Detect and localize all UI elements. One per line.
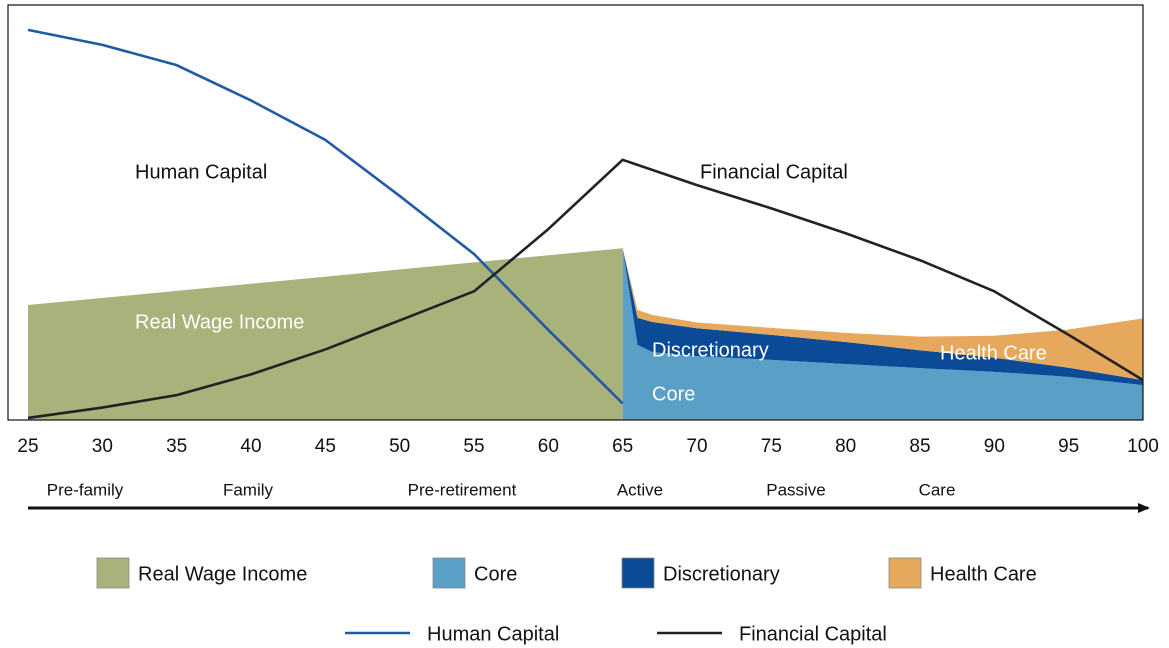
area	[622, 248, 1143, 381]
annotation: Core	[652, 383, 695, 405]
annotation: Financial Capital	[700, 161, 848, 183]
legend-label: Discretionary	[663, 563, 780, 585]
plot-frame	[7, 4, 1144, 421]
legend-label: Real Wage Income	[138, 563, 307, 585]
x-tick-label: 90	[984, 436, 1005, 457]
stage-label: Care	[919, 480, 956, 499]
areas	[28, 248, 1143, 420]
line	[27, 28, 624, 405]
x-tick-label: 50	[389, 436, 410, 457]
line	[27, 158, 1144, 420]
x-tick-label: 30	[92, 436, 113, 457]
x-tick-label: 60	[538, 436, 559, 457]
legend-label: Human Capital	[427, 623, 559, 645]
x-tick-label: 100	[1127, 436, 1159, 457]
x-tick-label: 55	[463, 436, 484, 457]
x-tick-label: 45	[315, 436, 336, 457]
x-tick-label: 35	[166, 436, 187, 457]
legend-swatch	[432, 557, 466, 589]
area	[28, 248, 623, 420]
stage-label: Active	[617, 480, 663, 499]
legend-label: Core	[474, 563, 517, 585]
annotation: Human Capital	[135, 161, 267, 183]
x-tick-label: 80	[835, 436, 856, 457]
x-tick-label: 70	[686, 436, 707, 457]
legend-swatch	[888, 557, 922, 589]
area	[622, 248, 1143, 420]
legend-swatch	[96, 557, 130, 589]
x-tick-label: 75	[761, 436, 782, 457]
x-tick-label: 65	[612, 436, 633, 457]
legend-swatch	[621, 557, 655, 589]
legend-label: Health Care	[930, 563, 1037, 585]
annotation: Real Wage Income	[135, 311, 304, 333]
stage-label: Passive	[766, 480, 826, 499]
lines	[27, 28, 1144, 420]
labels: 25 30 35 40 45 50 55 60 65 70 75 80 85 90 95 100 Human C…	[17, 161, 1158, 645]
x-tick-label: 85	[909, 436, 930, 457]
x-tick-label: 40	[240, 436, 261, 457]
stage-label: Family	[223, 480, 274, 499]
area	[622, 248, 1143, 386]
stage-label: Pre-family	[47, 480, 124, 499]
annotation: Discretionary	[652, 339, 769, 361]
x-tick-label: 95	[1058, 436, 1079, 457]
stage-label: Pre-retirement	[408, 480, 517, 499]
x-tick-label: 25	[17, 436, 38, 457]
annotation: Health Care	[940, 342, 1047, 364]
legend-label: Financial Capital	[739, 623, 887, 645]
